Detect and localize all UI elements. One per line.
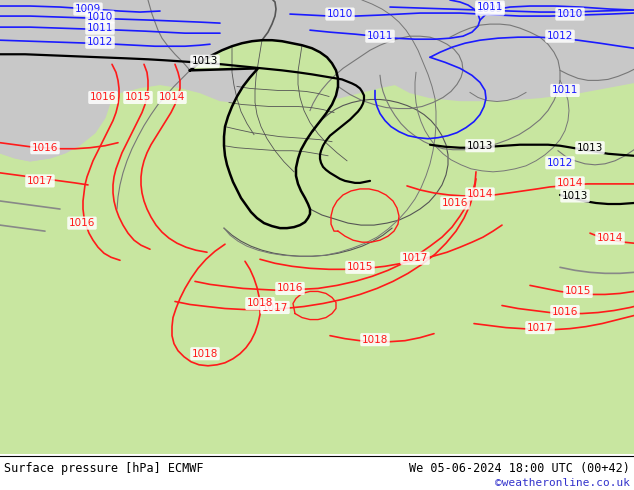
Text: Surface pressure [hPa] ECMWF: Surface pressure [hPa] ECMWF: [4, 462, 204, 475]
Text: 1017: 1017: [527, 322, 553, 333]
Text: 1010: 1010: [87, 12, 113, 22]
Polygon shape: [0, 111, 75, 155]
Text: 1014: 1014: [158, 93, 185, 102]
Text: 1013: 1013: [577, 143, 603, 153]
Text: 1014: 1014: [467, 189, 493, 199]
Text: 1011: 1011: [87, 23, 113, 33]
Text: 1015: 1015: [565, 287, 591, 296]
Text: We 05-06-2024 18:00 UTC (00+42): We 05-06-2024 18:00 UTC (00+42): [409, 462, 630, 475]
Polygon shape: [0, 80, 110, 161]
Text: 1011: 1011: [477, 2, 503, 12]
Text: 1012: 1012: [547, 158, 573, 168]
Text: 1013: 1013: [192, 56, 218, 66]
Text: 1013: 1013: [467, 141, 493, 151]
Text: 1014: 1014: [597, 233, 623, 243]
Text: 1016: 1016: [90, 93, 116, 102]
Text: 1010: 1010: [557, 9, 583, 19]
Polygon shape: [0, 111, 88, 161]
Text: 1016: 1016: [277, 283, 303, 294]
Text: 1015: 1015: [125, 93, 151, 102]
Text: 1012: 1012: [547, 31, 573, 41]
Text: 1013: 1013: [562, 191, 588, 201]
Text: 1015: 1015: [347, 262, 373, 272]
Text: 1009: 1009: [477, 4, 503, 14]
Text: 1016: 1016: [552, 307, 578, 317]
Text: 1017: 1017: [27, 176, 53, 186]
Text: 1016: 1016: [442, 198, 468, 208]
Text: 1018: 1018: [192, 349, 218, 359]
Text: 1009: 1009: [75, 4, 101, 14]
Text: 1011: 1011: [367, 31, 393, 41]
Text: 1018: 1018: [247, 298, 273, 309]
Text: 1017: 1017: [262, 302, 288, 313]
Text: 1018: 1018: [362, 335, 388, 344]
Text: 1011: 1011: [552, 85, 578, 96]
Text: 1012: 1012: [87, 37, 113, 47]
Text: 1017: 1017: [402, 253, 428, 263]
Text: 1016: 1016: [32, 143, 58, 153]
Text: 1014: 1014: [557, 178, 583, 188]
Polygon shape: [0, 0, 634, 102]
Text: ©weatheronline.co.uk: ©weatheronline.co.uk: [495, 478, 630, 488]
Text: 1016: 1016: [69, 218, 95, 228]
Polygon shape: [190, 40, 338, 228]
Text: 1010: 1010: [327, 9, 353, 19]
